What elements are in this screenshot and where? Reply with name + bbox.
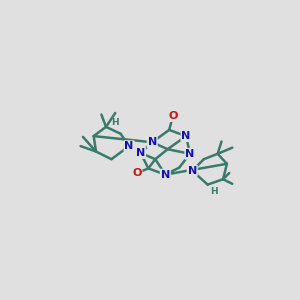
Text: H: H [210,187,218,196]
Text: O: O [168,111,178,121]
Text: N: N [185,149,195,159]
Text: N: N [124,141,134,151]
Text: N: N [188,166,197,176]
Text: H: H [111,118,119,127]
Text: N: N [161,169,170,180]
Text: N: N [148,137,157,147]
Text: N: N [136,148,145,158]
Text: O: O [132,168,142,178]
Text: N: N [182,131,191,141]
